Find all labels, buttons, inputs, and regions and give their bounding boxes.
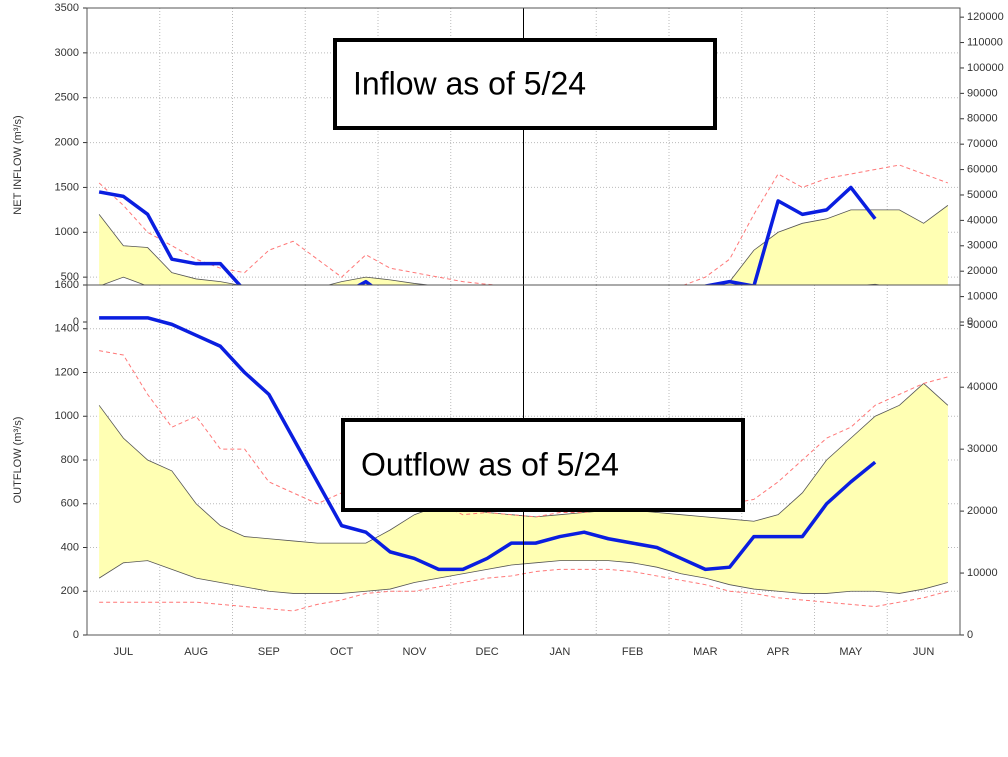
y2-tick-label: 120000: [967, 11, 1004, 23]
y-tick-label: 3000: [55, 47, 79, 59]
y-tick-label: 0: [73, 316, 79, 328]
y-tick-label: 1000: [55, 410, 79, 422]
y-tick-label: 1600: [55, 279, 79, 291]
y-tick-label: 400: [61, 541, 79, 553]
y-tick-label: 500: [61, 271, 79, 283]
x-tick-label: APR: [767, 646, 790, 658]
annotation: Inflow as of 5/24: [353, 65, 586, 101]
y-tick-label: 1000: [55, 226, 79, 238]
y2-tick-label: 110000: [967, 36, 1003, 48]
y-tick-label: 2000: [55, 136, 79, 148]
x-tick-label: FEB: [622, 646, 643, 658]
y-axis-label: OUTFLOW (m³/s): [12, 417, 24, 504]
annotation-box: [333, 38, 717, 130]
band-area: [99, 383, 948, 594]
y2-tick-label: 50000: [967, 189, 998, 201]
y-axis-label: NET INFLOW (m³/s): [12, 115, 24, 214]
y-tick-label: 0: [73, 629, 79, 641]
y-tick-label: 600: [61, 498, 79, 510]
y2-tick-label: 80000: [967, 113, 998, 125]
y2-tick-label: 30000: [967, 240, 998, 252]
x-tick-label: AUG: [184, 646, 208, 658]
y-tick-label: 800: [61, 454, 79, 466]
plot-frame: [86, 284, 961, 636]
x-tick-label: MAR: [693, 646, 718, 658]
x-tick-label: SEP: [258, 646, 280, 658]
y-tick-label: 200: [61, 585, 79, 597]
y2-tick-label: 0: [967, 316, 973, 328]
y2-tick-label: 10000: [967, 291, 998, 303]
annotation: Outflow as of 5/24: [361, 446, 619, 482]
y-tick-label: 3500: [55, 2, 79, 14]
y2-tick-label: 40000: [967, 214, 998, 226]
annotation-box: [341, 418, 745, 512]
y2-tick-label: 10000: [967, 567, 998, 579]
x-tick-label: JUN: [913, 646, 934, 658]
x-tick-label: JAN: [549, 646, 570, 658]
y2-tick-label: 0: [967, 629, 973, 641]
x-tick-label: MAY: [839, 646, 863, 658]
x-tick-label: DEC: [476, 646, 499, 658]
y-tick-label: 1400: [55, 323, 79, 335]
y2-tick-label: 20000: [967, 265, 998, 277]
x-tick-label: NOV: [402, 646, 427, 658]
y2-tick-label: 90000: [967, 87, 998, 99]
y2-tick-label: 20000: [967, 505, 998, 517]
current-line: [99, 316, 877, 572]
y2-tick-label: 70000: [967, 138, 998, 150]
y-tick-label: 1200: [55, 366, 79, 378]
y2-tick-label: 60000: [967, 163, 998, 175]
y2-tick-label: 30000: [967, 443, 998, 455]
y-tick-label: 1500: [55, 181, 79, 193]
y2-tick-label: 50000: [967, 319, 998, 331]
y2-tick-label: 100000: [967, 62, 1004, 74]
x-tick-label: JUL: [114, 646, 134, 658]
y2-tick-label: 40000: [967, 381, 998, 393]
x-tick-label: OCT: [330, 646, 354, 658]
y-tick-label: 2500: [55, 92, 79, 104]
